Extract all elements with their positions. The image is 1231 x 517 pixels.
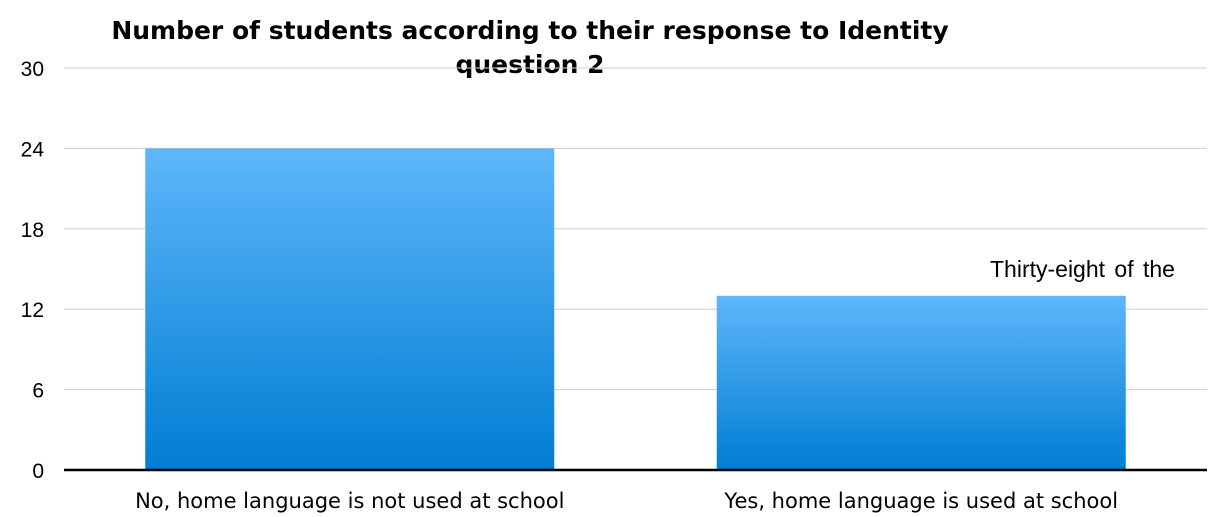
y-tick-label: 18 (21, 219, 44, 242)
y-tick-label: 12 (21, 299, 44, 322)
y-tick-label: 0 (32, 460, 44, 483)
y-tick-label: 24 (21, 138, 45, 161)
y-tick-label: 6 (32, 380, 44, 403)
chart-annotation: Thirty-eight of the (990, 256, 1175, 282)
bar (716, 295, 1126, 470)
y-tick-label: 30 (21, 58, 44, 81)
x-category-label: No, home language is not used at school (135, 489, 564, 513)
x-category-label: Yes, home language is used at school (723, 489, 1118, 513)
chart-title: Number of students according to their re… (111, 16, 949, 79)
bar (145, 148, 555, 470)
